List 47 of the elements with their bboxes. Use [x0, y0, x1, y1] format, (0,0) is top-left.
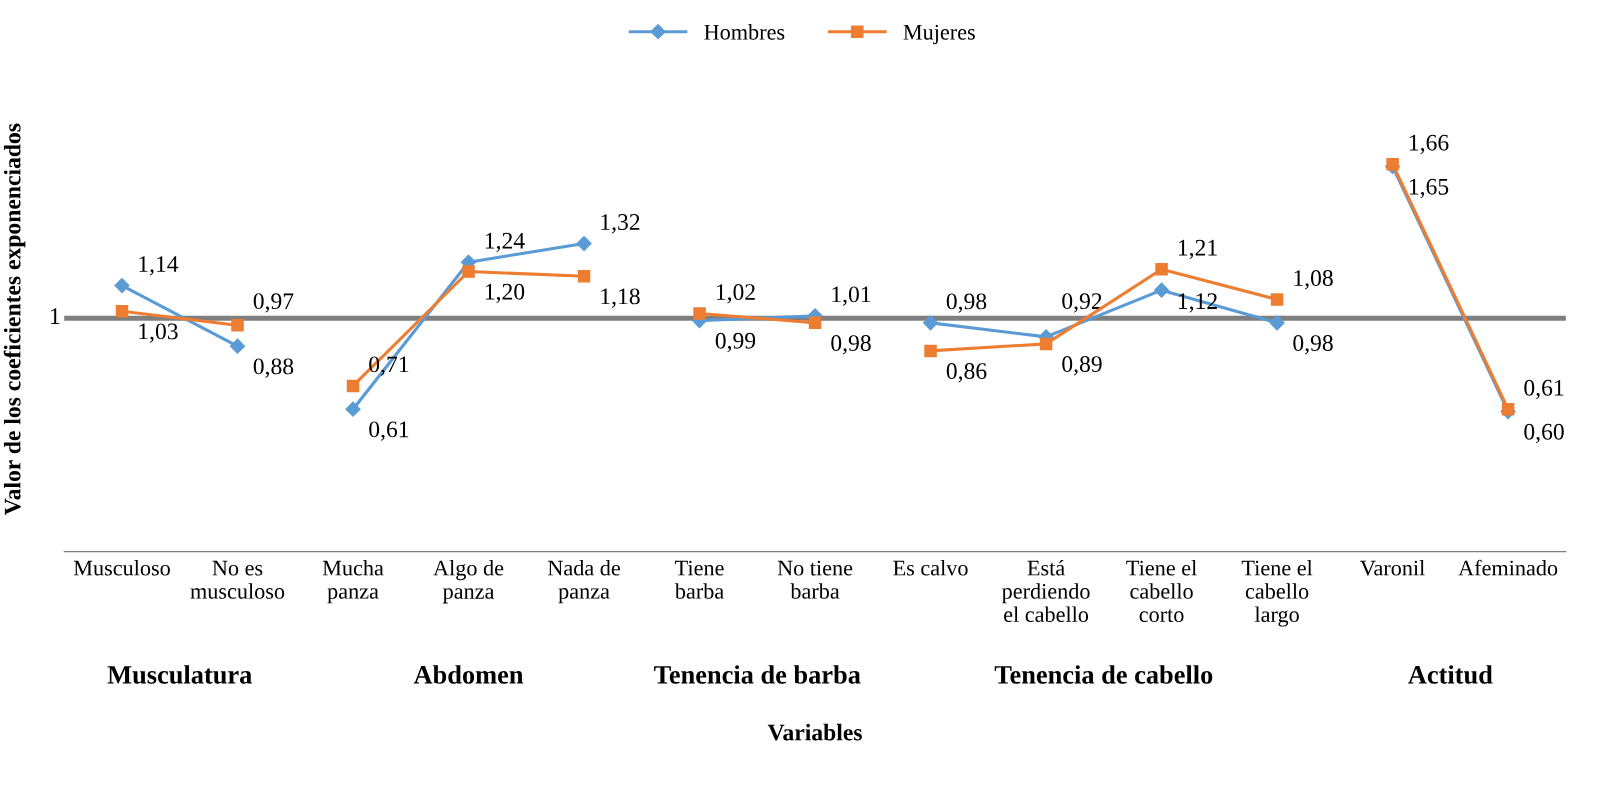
data-label: 1,66: [1409, 134, 1449, 155]
data-label: 1,01: [832, 286, 871, 306]
text: Tenencia de barba: [654, 665, 861, 684]
x-tick-label: No es musculoso: [190, 560, 285, 599]
y-axis-title: Valor de los coeficientes exponenciados: [3, 123, 26, 515]
x-tick-label: Afeminado: [1458, 559, 1558, 576]
data-label: 0,98: [1293, 335, 1333, 355]
data-label: 0,97: [253, 293, 294, 313]
text: Tenencia de cabello: [994, 665, 1213, 684]
data-label: 1,65: [1409, 178, 1449, 199]
x-tick-label: Tiene el cabello corto: [1126, 559, 1197, 623]
x-axis-title: Variables: [767, 723, 862, 741]
text: Abdomen: [413, 665, 524, 684]
x-tick-label: No tiene barba: [777, 560, 853, 599]
data-label: 0,86: [946, 363, 987, 383]
text: Musculatura: [107, 665, 252, 684]
x-tick-label: Nada de panza: [547, 559, 620, 604]
data-label: 0,88: [253, 358, 294, 378]
data-label: 1,20: [485, 283, 525, 304]
data-label: 1,08: [1294, 270, 1333, 290]
data-label: 1,03: [139, 323, 178, 343]
ref-line-label: 1: [51, 308, 60, 324]
data-label: 0,89: [1062, 356, 1102, 376]
data-label: 0,60: [1524, 423, 1564, 444]
data-label: 1,18: [601, 288, 640, 308]
data-label: 0,61: [1524, 379, 1564, 400]
x-tick-label: Musculoso: [73, 559, 170, 576]
x-tick-label: Tiene el cabello largo: [1241, 559, 1313, 627]
data-label: 0,98: [946, 293, 987, 313]
data-label: 1,02: [716, 284, 755, 304]
data-label: 0,92: [1062, 293, 1102, 313]
data-label: 1,24: [485, 232, 525, 253]
x-tick-label: Varonil: [1360, 559, 1425, 576]
data-label: 0,99: [715, 332, 756, 353]
x-tick-label: Tiene barba: [674, 560, 724, 599]
x-tick-label: Es calvo: [893, 559, 968, 576]
data-label: 1,32: [601, 214, 640, 234]
data-label: 0,61: [369, 421, 409, 441]
x-tick-label: Está perdiendo el cabello: [1001, 559, 1090, 623]
data-label: 0,98: [831, 335, 871, 355]
data-label: 1,21: [1178, 239, 1217, 260]
legend-label: Hombres: [704, 24, 785, 40]
x-tick-label: Algo de panza: [433, 559, 504, 604]
x-tick-label: Mucha panza: [322, 559, 384, 604]
legend-label: Mujeres: [903, 24, 975, 45]
data-label: 1,14: [139, 256, 179, 276]
text: Actitud: [1408, 665, 1493, 684]
